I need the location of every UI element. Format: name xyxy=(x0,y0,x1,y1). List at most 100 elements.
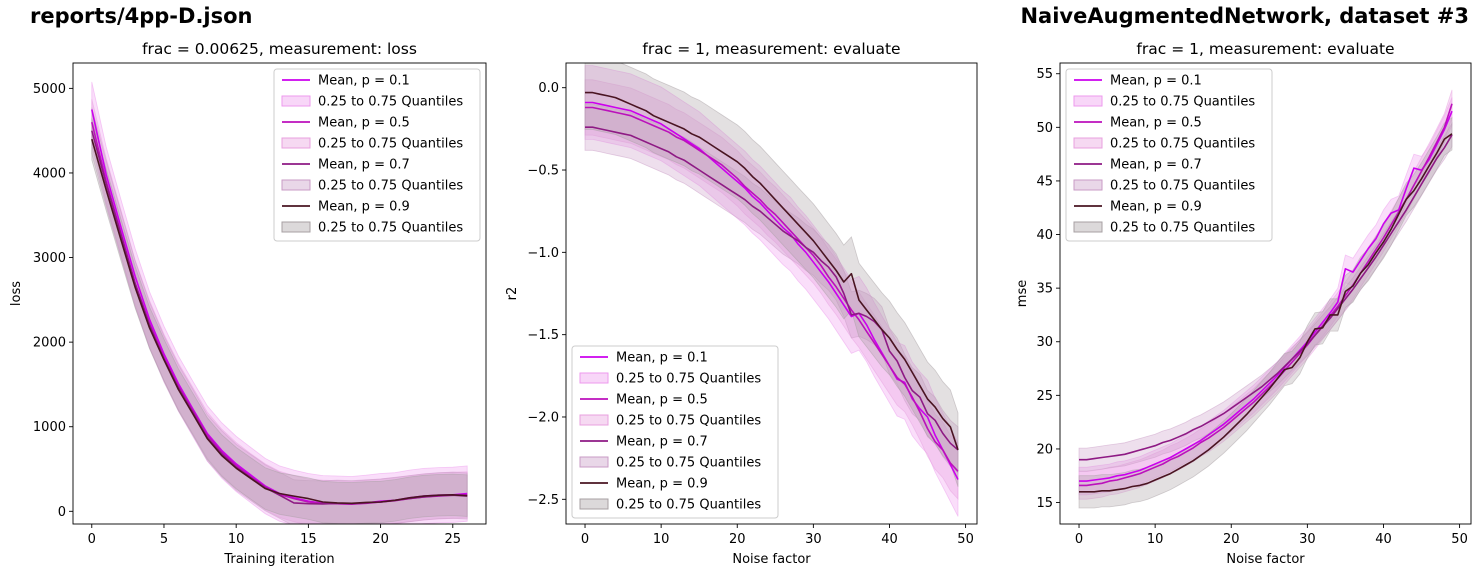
legend-box xyxy=(1065,68,1273,242)
legend: Mean, p = 0.1 0.25 to 0.75 Quantiles Mean,… xyxy=(1065,68,1273,242)
x-tick-label: 5 xyxy=(160,532,168,547)
x-axis-label: Noise factor xyxy=(732,552,811,567)
y-tick-label: −2.5 xyxy=(527,493,559,508)
legend-band-swatch xyxy=(1073,221,1103,233)
x-tick-label: 50 xyxy=(1451,532,1468,547)
y-tick-label: −1.5 xyxy=(527,328,559,343)
legend-entry: Mean, p = 0.1 xyxy=(1110,74,1202,89)
y-tick-label: 5000 xyxy=(33,82,66,97)
y-tick-label: 20 xyxy=(1036,442,1053,457)
mean-line-4 xyxy=(91,138,468,505)
y-tick-label: 45 xyxy=(1036,174,1053,189)
x-tick-label: 20 xyxy=(372,532,389,547)
quantile-band-4 xyxy=(584,63,959,487)
legend-entry: Mean, p = 0.7 xyxy=(616,435,708,450)
legend: Mean, p = 0.1 0.25 to 0.75 Quantiles Mean,… xyxy=(273,68,481,242)
quantile-band-4 xyxy=(1078,116,1453,509)
plot-area xyxy=(91,81,468,524)
legend-entry: 0.25 to 0.75 Quantiles xyxy=(616,456,761,471)
legend-entry: Mean, p = 0.5 xyxy=(1110,116,1202,131)
figure-left-header: reports/4pp-D.json xyxy=(30,4,253,28)
x-tick-label: 0 xyxy=(88,532,96,547)
chart-panel-1: 0 5 10 15 20 25 0 1000 2000 3000 4000 5000 frac = 0.… xyxy=(9,40,487,567)
y-tick-label: 4000 xyxy=(33,166,66,181)
chart-panel-3: 0 10 20 30 40 50 15 20 25 30 35 40 45 50 55 frac = 1, m… xyxy=(1015,40,1472,567)
x-tick-label: 15 xyxy=(300,532,317,547)
legend-entry: Mean, p = 0.9 xyxy=(1110,200,1202,215)
legend-entry: Mean, p = 0.9 xyxy=(318,200,410,215)
legend-band-swatch xyxy=(579,456,609,468)
legend-band-swatch xyxy=(281,221,311,233)
chart-title: frac = 0.00625, measurement: loss xyxy=(142,40,417,58)
quantile-band-4 xyxy=(91,118,468,524)
legend-band-swatch xyxy=(579,414,609,426)
legend-box xyxy=(273,68,481,242)
x-tick-label: 50 xyxy=(957,532,974,547)
legend-band-swatch xyxy=(579,498,609,510)
legend-entry: 0.25 to 0.75 Quantiles xyxy=(1110,137,1255,152)
legend-entry: Mean, p = 0.1 xyxy=(616,351,708,366)
legend-band-swatch xyxy=(1073,95,1103,107)
y-tick-label: 25 xyxy=(1036,389,1053,404)
y-tick-label: 40 xyxy=(1036,228,1053,243)
y-tick-label: 55 xyxy=(1036,67,1053,82)
legend-entry: 0.25 to 0.75 Quantiles xyxy=(1110,95,1255,110)
chart-title: frac = 1, measurement: evaluate xyxy=(1136,40,1394,58)
y-tick-label: 2000 xyxy=(33,336,66,351)
legend-band-swatch xyxy=(281,137,311,149)
legend: Mean, p = 0.1 0.25 to 0.75 Quantiles Mean,… xyxy=(571,345,779,519)
axes-frame xyxy=(1059,62,1472,525)
legend-entry: 0.25 to 0.75 Quantiles xyxy=(1110,221,1255,236)
legend-entry: Mean, p = 0.7 xyxy=(318,158,410,173)
x-tick-label: 30 xyxy=(805,532,822,547)
mean-line-4 xyxy=(1079,133,1453,493)
x-tick-label: 10 xyxy=(228,532,245,547)
legend-entry: 0.25 to 0.75 Quantiles xyxy=(616,414,761,429)
y-axis-label: mse xyxy=(1015,280,1030,307)
legend-entry: 0.25 to 0.75 Quantiles xyxy=(318,221,463,236)
mean-line-4 xyxy=(585,91,959,451)
chart-title: frac = 1, measurement: evaluate xyxy=(642,40,900,58)
y-tick-label: 50 xyxy=(1036,121,1053,136)
y-tick-label: 0.0 xyxy=(538,81,559,96)
y-axis-label: loss xyxy=(9,281,24,306)
chart-panel-2: 0 10 20 30 40 50 0.0 −0.5 −1.0 −1.5 −2.0 −2.5 frac =… xyxy=(505,40,978,567)
legend-entry: 0.25 to 0.75 Quantiles xyxy=(1110,179,1255,194)
legend-band-swatch xyxy=(281,95,311,107)
x-tick-label: 30 xyxy=(1299,532,1316,547)
mean-line-2 xyxy=(585,106,959,472)
x-axis-label: Training iteration xyxy=(223,552,334,567)
x-tick-label: 10 xyxy=(653,532,670,547)
quantile-band-3 xyxy=(91,107,468,524)
legend-entry: Mean, p = 0.5 xyxy=(616,393,708,408)
legend-band-swatch xyxy=(579,372,609,384)
y-tick-label: −0.5 xyxy=(527,164,559,179)
legend-entry: 0.25 to 0.75 Quantiles xyxy=(318,95,463,110)
legend-entry: 0.25 to 0.75 Quantiles xyxy=(318,137,463,152)
y-tick-label: 0 xyxy=(58,505,66,520)
x-tick-label: 10 xyxy=(1147,532,1164,547)
y-tick-label: 35 xyxy=(1036,282,1053,297)
x-axis-label: Noise factor xyxy=(1226,552,1305,567)
mean-line-3 xyxy=(585,126,959,451)
legend-entry: Mean, p = 0.1 xyxy=(318,74,410,89)
y-tick-label: −1.0 xyxy=(527,246,559,261)
quantile-band-2 xyxy=(584,79,959,501)
legend-band-swatch xyxy=(1073,179,1103,191)
legend-band-swatch xyxy=(1073,137,1103,149)
y-tick-label: 1000 xyxy=(33,420,66,435)
legend-band-swatch xyxy=(281,179,311,191)
legend-box xyxy=(571,345,779,519)
figure-right-header: NaiveAugmentedNetwork, dataset #3 xyxy=(1020,4,1469,28)
legend-entry: 0.25 to 0.75 Quantiles xyxy=(616,372,761,387)
y-tick-label: 30 xyxy=(1036,335,1053,350)
axes-frame xyxy=(565,62,978,525)
x-tick-label: 20 xyxy=(1223,532,1240,547)
legend-entry: Mean, p = 0.9 xyxy=(616,477,708,492)
axes-frame xyxy=(72,62,487,525)
y-axis-label: r2 xyxy=(505,287,520,301)
mean-line-3 xyxy=(1079,134,1453,461)
plot-area xyxy=(1078,89,1453,509)
legend-entry: Mean, p = 0.7 xyxy=(1110,158,1202,173)
